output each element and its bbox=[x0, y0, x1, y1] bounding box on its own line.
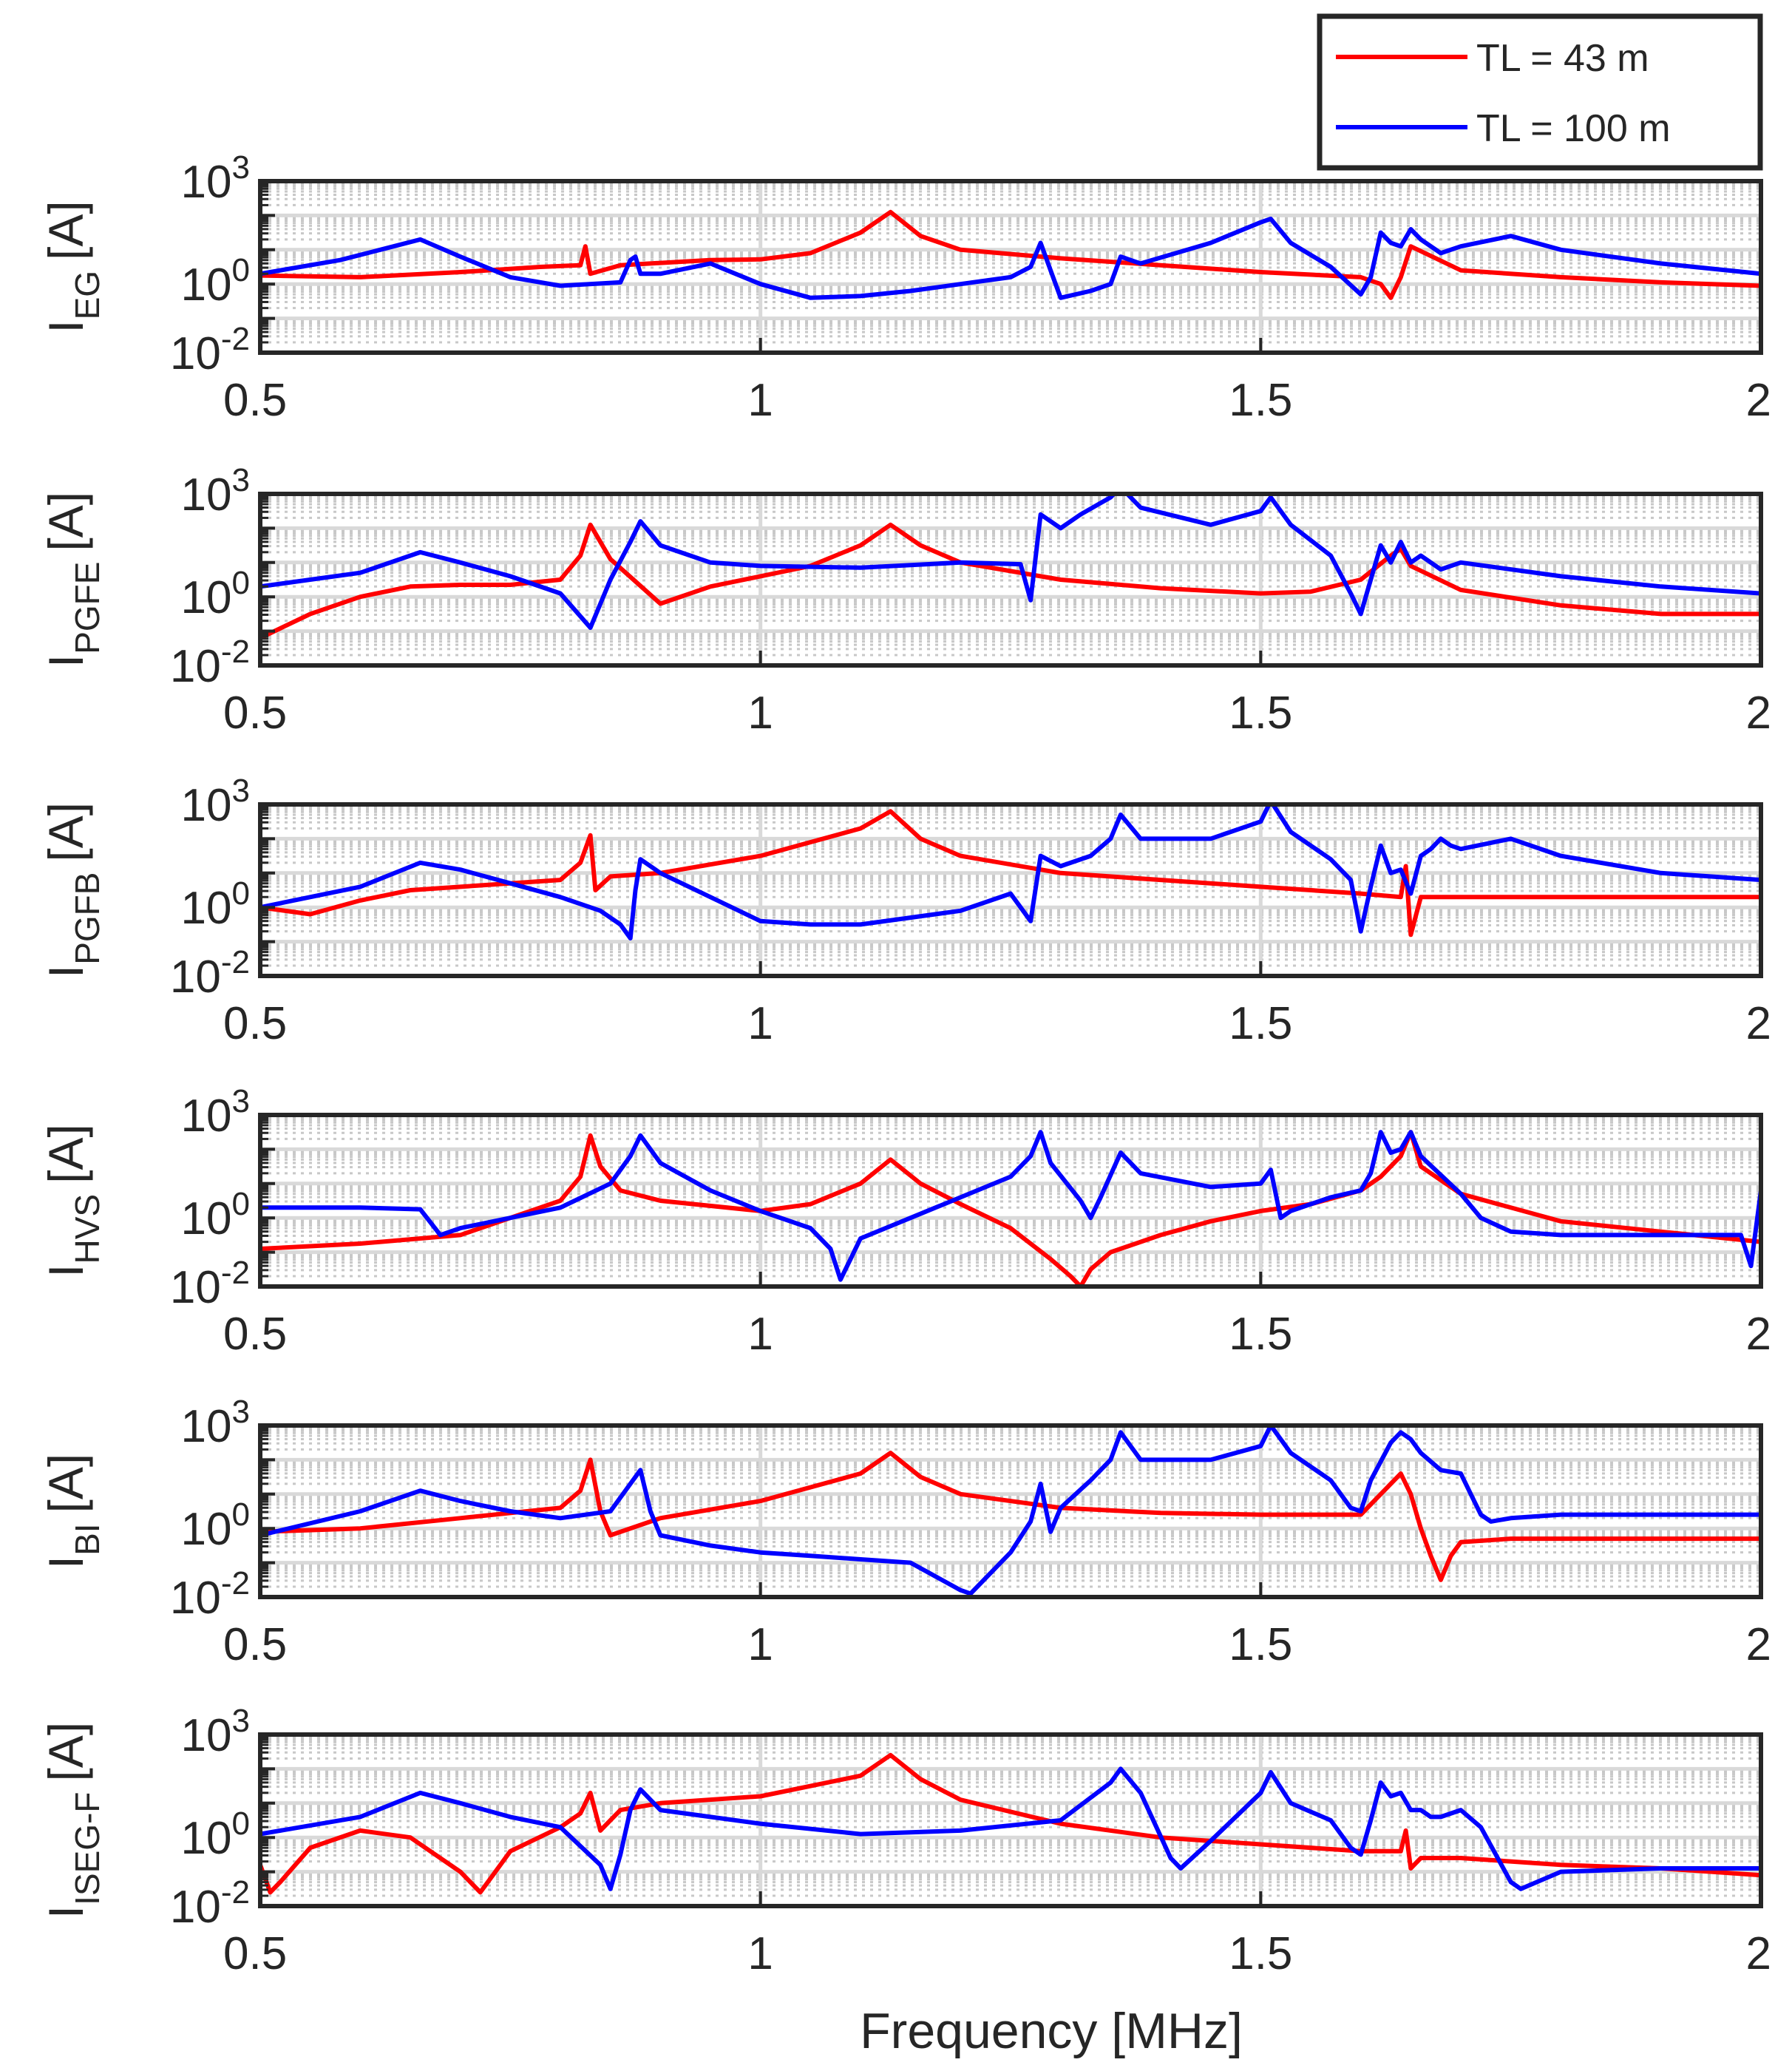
y-tick-label: 103 bbox=[181, 1703, 250, 1761]
y-axis-label: IHVS[A] bbox=[38, 1124, 106, 1278]
x-tick-label: 0.5 bbox=[223, 998, 287, 1049]
y-axis-label: IPGFB[A] bbox=[38, 802, 106, 978]
legend-label-tl100: TL = 100 m bbox=[1476, 107, 1671, 150]
x-tick-label: 0.5 bbox=[223, 1619, 287, 1670]
x-tick-label: 1.5 bbox=[1229, 375, 1292, 426]
x-tick-label: 1 bbox=[747, 1309, 773, 1360]
x-tick-label: 1 bbox=[747, 998, 773, 1049]
y-axis-label: IEG[A] bbox=[38, 200, 106, 333]
panel-iseg-f: 103 100 10-20.5 1 1.5 2 IISEG-F[A] bbox=[38, 1703, 1771, 1979]
y-tick-label: 10-2 bbox=[170, 1874, 250, 1933]
series-line-tl43 bbox=[260, 1752, 1761, 1895]
x-tick-label: 1.5 bbox=[1229, 998, 1292, 1049]
series-line-tl100 bbox=[260, 1425, 1761, 1596]
panel-eg: 103 100 10-20.5 1 1.5 2 IEG[A] bbox=[38, 149, 1771, 426]
x-axis-label: Frequency [MHz] bbox=[860, 2003, 1243, 2059]
x-tick-label: 0.5 bbox=[223, 375, 287, 426]
y-tick-label: 103 bbox=[181, 462, 250, 521]
x-tick-label: 1 bbox=[747, 375, 773, 426]
panel-pgfb: 103 100 10-20.5 1 1.5 2 IPGFB[A] bbox=[38, 773, 1771, 1049]
y-tick-label: 103 bbox=[181, 149, 250, 208]
panel-pgfe: 103 100 10-20.5 1 1.5 2 IPGFE[A] bbox=[38, 462, 1771, 739]
y-tick-label: 10-2 bbox=[170, 944, 250, 1003]
y-axis-label: IBI[A] bbox=[38, 1454, 106, 1570]
legend: TL = 43 m TL = 100 m bbox=[1317, 13, 1763, 171]
series-line-tl100 bbox=[260, 1130, 1761, 1282]
x-tick-label: 1.5 bbox=[1229, 1309, 1292, 1360]
y-tick-label: 103 bbox=[181, 1394, 250, 1452]
x-tick-label: 1.5 bbox=[1229, 688, 1292, 739]
x-tick-label: 2 bbox=[1746, 1309, 1771, 1360]
panel-hvs: 103 100 10-20.5 1 1.5 2 IHVS[A] bbox=[38, 1083, 1771, 1360]
y-axis-label: IISEG-F[A] bbox=[38, 1722, 106, 1919]
x-tick-label: 2 bbox=[1746, 1619, 1771, 1670]
x-tick-label: 1 bbox=[747, 1619, 773, 1670]
y-tick-label: 103 bbox=[181, 1083, 250, 1142]
y-tick-label: 10-2 bbox=[170, 321, 250, 379]
x-tick-label: 1.5 bbox=[1229, 1619, 1292, 1670]
series-line-tl100 bbox=[260, 1766, 1761, 1891]
y-tick-label: 100 bbox=[181, 875, 250, 934]
series-line-tl43 bbox=[260, 522, 1761, 640]
y-tick-label: 100 bbox=[181, 1806, 250, 1864]
y-tick-label: 100 bbox=[181, 252, 250, 311]
x-tick-label: 2 bbox=[1746, 688, 1771, 739]
legend-label-tl43: TL = 43 m bbox=[1476, 37, 1649, 80]
x-tick-label: 1.5 bbox=[1229, 1928, 1292, 1979]
y-tick-label: 10-2 bbox=[170, 1255, 250, 1313]
series-line-tl43 bbox=[260, 1451, 1761, 1582]
y-tick-label: 100 bbox=[181, 1186, 250, 1244]
x-tick-label: 2 bbox=[1746, 375, 1771, 426]
y-axis-label: IPGFE[A] bbox=[38, 492, 106, 668]
y-tick-label: 100 bbox=[181, 565, 250, 623]
series-line-tl100 bbox=[260, 217, 1761, 300]
y-tick-label: 10-2 bbox=[170, 634, 250, 692]
x-tick-label: 2 bbox=[1746, 1928, 1771, 1979]
x-tick-label: 0.5 bbox=[223, 688, 287, 739]
x-tick-label: 0.5 bbox=[223, 1928, 287, 1979]
x-tick-label: 1 bbox=[747, 688, 773, 739]
y-tick-label: 103 bbox=[181, 773, 250, 831]
x-tick-label: 2 bbox=[1746, 998, 1771, 1049]
series-line-tl100 bbox=[260, 494, 1761, 630]
x-tick-label: 0.5 bbox=[223, 1309, 287, 1360]
series-line-tl100 bbox=[260, 804, 1761, 940]
x-tick-label: 1 bbox=[747, 1928, 773, 1979]
legend-box bbox=[1317, 13, 1763, 171]
y-tick-label: 100 bbox=[181, 1496, 250, 1555]
panel-bi: 103 100 10-20.5 1 1.5 2 IBI[A] bbox=[38, 1394, 1771, 1670]
y-tick-label: 10-2 bbox=[170, 1565, 250, 1624]
series-line-tl43 bbox=[260, 209, 1761, 300]
series-line-tl43 bbox=[260, 1130, 1761, 1286]
